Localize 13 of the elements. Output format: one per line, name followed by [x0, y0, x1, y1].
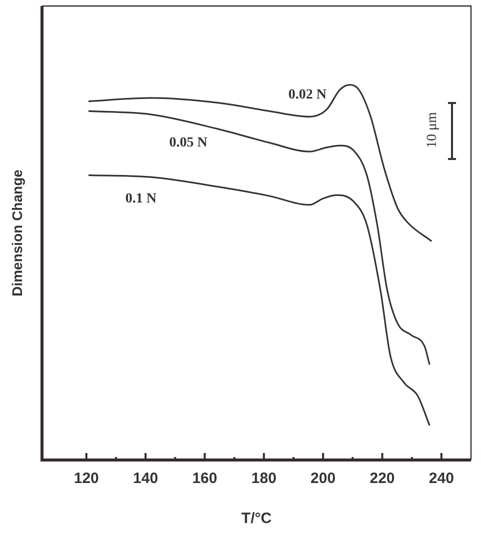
- series-label: 0.05 N: [169, 136, 208, 151]
- x-tick-label: 180: [251, 470, 276, 488]
- x-tick-label: 140: [133, 470, 158, 488]
- x-tick-label: 200: [310, 470, 336, 488]
- x-tick-label: 240: [428, 470, 454, 488]
- x-tick-label: 220: [370, 470, 395, 488]
- series-label: 0.1 N: [125, 192, 156, 207]
- y-axis-title: Dimension Change: [8, 169, 25, 296]
- x-tick-label: 120: [74, 470, 99, 488]
- x-tick-label: 160: [192, 470, 218, 488]
- series-label: 0.02 N: [288, 87, 327, 102]
- annotation: 10 μm: [425, 111, 441, 150]
- x-axis-title: T/°C: [241, 510, 272, 528]
